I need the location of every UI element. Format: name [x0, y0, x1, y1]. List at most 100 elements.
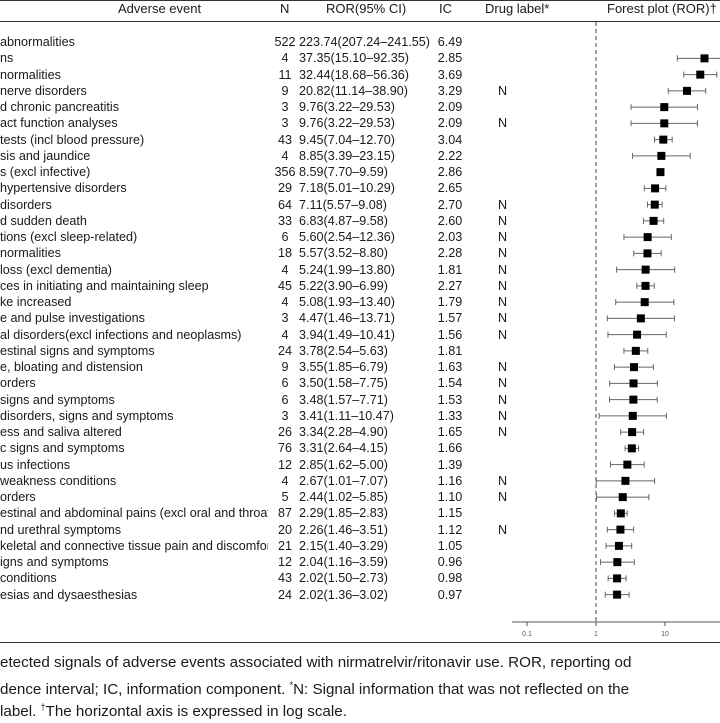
ic-value: 1.54	[437, 376, 463, 391]
ic-value: 2.65	[437, 181, 463, 196]
ic-value: 2.27	[437, 278, 463, 293]
ror-value: 5.22(3.90–6.99)	[299, 278, 388, 293]
event-name: loss (excl dementia)	[0, 262, 112, 277]
header-adverse-event: Adverse event	[118, 1, 202, 16]
ror-value: 5.24(1.99–13.80)	[299, 262, 395, 277]
ror-point	[613, 574, 622, 583]
table-row: estinal and abdominal pains (excl oral a…	[0, 505, 720, 521]
table-row: esias and dysaesthesias 24 2.02(1.36–3.02)…	[0, 587, 720, 603]
case-count: 3	[281, 116, 289, 131]
ic-value: 1.15	[437, 506, 463, 521]
event-name: e, bloating and distension	[0, 360, 143, 374]
table-row: hypertensive disorders 29 7.18(5.01–10.29)…	[0, 180, 720, 196]
drug-label-flag: N	[498, 522, 508, 537]
event-name: sis and jaundice	[0, 148, 91, 163]
ror-point	[660, 103, 669, 112]
ror-point	[643, 249, 652, 258]
event-name: disorders	[0, 197, 52, 212]
event-name: signs and symptoms	[0, 392, 115, 407]
table-row: normalities 18 5.57(3.52–8.80) 2.28 N	[0, 245, 720, 261]
case-count: 29	[277, 181, 292, 196]
ror-value: 6.83(4.87–9.58)	[299, 213, 388, 228]
ror-point	[618, 493, 627, 502]
event-name: orders	[0, 376, 36, 391]
ror-point	[633, 330, 642, 339]
event-name: nd urethral symptoms	[0, 522, 122, 537]
table-row: conditions 43 2.02(1.50–2.73) 0.98	[0, 570, 720, 586]
ror-point	[613, 590, 622, 599]
ror-value: 5.60(2.54–12.36)	[299, 230, 395, 244]
ror-point	[613, 558, 622, 567]
event-name: normalities	[0, 246, 61, 261]
event-name: hypertensive disorders	[0, 181, 127, 196]
event-name: ns	[0, 51, 14, 66]
ic-value: 1.12	[437, 522, 463, 537]
case-count: 4	[281, 262, 289, 277]
ic-value: 6.49	[437, 35, 463, 49]
case-count: 3	[281, 100, 289, 114]
table-row: signs and symptoms 6 3.48(1.57–7.71) 1.53 N	[0, 392, 720, 408]
event-name: orders	[0, 490, 36, 504]
case-count: 6	[281, 376, 289, 391]
ror-point	[614, 541, 623, 550]
ror-value: 5.08(1.93–13.40)	[299, 295, 395, 309]
table-row: abnormalities 522 223.74(207.24–241.55) 6.4…	[0, 34, 720, 50]
header-n: N	[280, 1, 290, 16]
drug-label-flag: N	[498, 376, 508, 391]
ror-point	[651, 184, 660, 193]
case-count: 3	[281, 311, 289, 326]
ror-value: 32.44(18.68–56.36)	[299, 67, 409, 82]
ic-value: 1.39	[437, 457, 463, 472]
table-top-rule	[0, 0, 720, 1]
event-name: estinal signs and symptoms	[0, 343, 155, 358]
ror-point	[640, 298, 649, 307]
ic-value: 1.05	[437, 538, 463, 553]
caption-asterisk-mark: *	[289, 680, 294, 690]
ic-value: 1.81	[437, 343, 463, 358]
drug-label-flag: N	[498, 425, 508, 439]
drug-label-flag: N	[498, 327, 508, 342]
ic-value: 2.85	[437, 51, 463, 66]
case-count: 87	[277, 506, 292, 521]
event-name: disorders, signs and symptoms	[0, 408, 174, 423]
table-row: weakness conditions 4 2.67(1.01–7.07) 1.16 N	[0, 473, 720, 489]
ror-point	[643, 233, 652, 242]
ic-value: 2.22	[437, 148, 463, 163]
table-row: estinal signs and symptoms 24 3.78(2.54–5.…	[0, 343, 720, 359]
drug-label-flag: N	[498, 116, 508, 131]
ror-value: 3.50(1.58–7.75)	[299, 376, 388, 391]
drug-label-flag: N	[498, 262, 508, 277]
case-count: 24	[277, 587, 292, 602]
case-count: 4	[281, 51, 289, 66]
case-count: 4	[281, 148, 289, 163]
drug-label-flag: N	[498, 197, 508, 212]
drug-label-flag: N	[498, 473, 508, 488]
ror-value: 8.59(7.70–9.59)	[299, 165, 388, 179]
ror-value: 7.11(5.57–9.08)	[299, 197, 387, 212]
table-row: ke increased 4 5.08(1.93–13.40) 1.79 N	[0, 294, 720, 310]
caption-line-2a: dence interval; IC, information componen…	[0, 681, 290, 699]
ror-value: 3.48(1.57–7.71)	[299, 392, 388, 407]
event-name: weakness conditions	[0, 473, 117, 488]
ic-value: 2.28	[437, 246, 463, 261]
ic-value: 1.53	[437, 392, 463, 407]
case-count: 12	[277, 457, 292, 472]
drug-label-flag: N	[498, 230, 508, 244]
table-row: us infections 12 2.85(1.62–5.00) 1.39	[0, 457, 720, 473]
caption-line-2: dence interval; IC, information componen…	[0, 674, 720, 699]
case-count: 11	[278, 67, 292, 82]
table-row: nerve disorders 9 20.82(11.14–38.90) 3.29 N	[0, 83, 720, 99]
ic-value: 2.60	[437, 213, 463, 228]
table-row: act function analyses 3 9.76(3.22–29.53) 2.…	[0, 115, 720, 131]
drug-label-flag: N	[498, 83, 508, 98]
case-count: 21	[277, 538, 292, 553]
ror-value: 8.85(3.39–23.15)	[299, 148, 395, 163]
case-count: 4	[281, 295, 289, 309]
drug-label-flag: N	[498, 246, 508, 261]
event-name: us infections	[0, 457, 71, 472]
event-name: ke increased	[0, 295, 72, 309]
event-name: estinal and abdominal pains (excl oral a…	[0, 506, 268, 521]
drug-label-flag: N	[498, 408, 508, 423]
table-row: e, bloating and distension 9 3.55(1.85–6.7…	[0, 359, 720, 375]
table-row: nd urethral symptoms 20 2.26(1.46–3.51) 1.1…	[0, 522, 720, 538]
